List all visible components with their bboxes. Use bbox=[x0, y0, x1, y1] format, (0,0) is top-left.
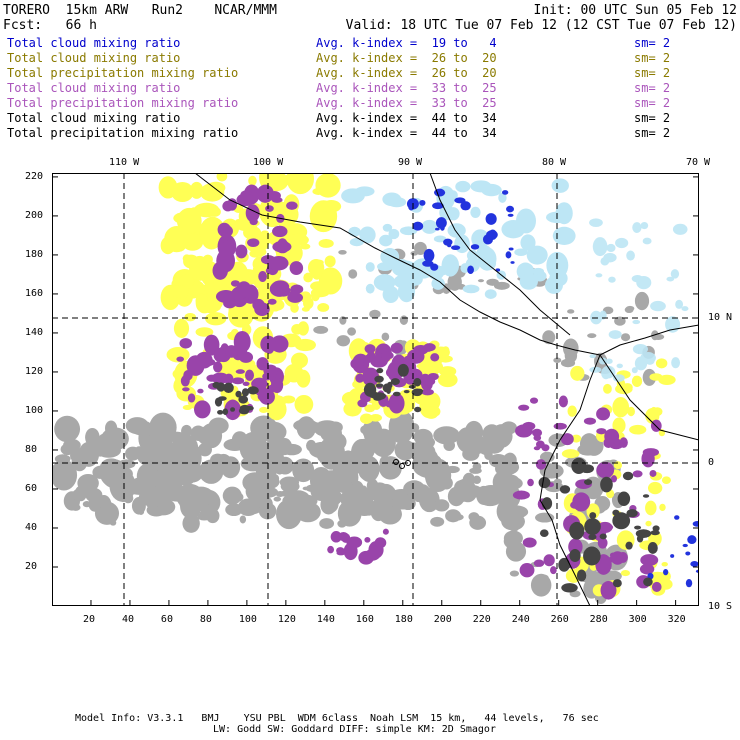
footer-model-info: Model Info: V3.3.1 BMJ YSU PBL WDM 6clas… bbox=[75, 713, 599, 724]
legend-sm-3: sm= 2 bbox=[634, 81, 671, 95]
x-tick-label-2: 60 bbox=[160, 614, 173, 625]
x-tick-label-10: 220 bbox=[472, 614, 491, 625]
legend-index-3: Avg. k-index = 33 to 25 bbox=[316, 81, 497, 95]
blue-east bbox=[647, 515, 699, 595]
legend-sm-0: sm= 2 bbox=[634, 36, 671, 50]
x-tick-label-15: 320 bbox=[667, 614, 686, 625]
y-tick-label-1: 40 bbox=[25, 521, 38, 533]
legend-field-6: Total precipitation mixing ratio bbox=[7, 126, 239, 140]
y-tick-label-3: 80 bbox=[25, 443, 38, 455]
y-tick-label-9: 200 bbox=[25, 209, 44, 221]
legend-index-4: Avg. k-index = 33 to 25 bbox=[316, 96, 497, 110]
header-forecast-hour: Fcst: 66 h bbox=[3, 18, 97, 33]
x-tick-label-3: 80 bbox=[199, 614, 212, 625]
footer-physics-info: LW: Godd SW: Goddard DIFF: simple KM: 2D… bbox=[213, 724, 496, 735]
dark-center bbox=[363, 363, 424, 413]
y-tick-label-6: 140 bbox=[25, 326, 44, 338]
x-tick-label-9: 200 bbox=[433, 614, 452, 625]
lightblue-north bbox=[341, 178, 576, 304]
x-tick-label-1: 40 bbox=[121, 614, 134, 625]
y-tick-label-8: 180 bbox=[25, 248, 44, 260]
y-tick-label-5: 120 bbox=[25, 365, 44, 377]
header-model-run: TORERO 15km ARW Run2 NCAR/MMM bbox=[3, 3, 277, 18]
lat-label-1: 0 bbox=[708, 457, 715, 468]
purple-mid bbox=[176, 330, 289, 421]
lon-label-0: 110 W bbox=[109, 157, 140, 168]
x-tick-label-14: 300 bbox=[628, 614, 647, 625]
coastline-2 bbox=[539, 354, 601, 606]
yellow-west bbox=[158, 173, 343, 328]
lon-label-3: 80 W bbox=[542, 157, 567, 168]
x-tick-label-6: 140 bbox=[316, 614, 335, 625]
lon-label-4: 70 W bbox=[686, 157, 711, 168]
x-tick-label-11: 240 bbox=[511, 614, 530, 625]
dark-west bbox=[212, 381, 259, 415]
coastlines bbox=[194, 173, 699, 606]
legend-field-3: Total cloud mixing ratio bbox=[7, 81, 181, 95]
x-tick-label-13: 280 bbox=[589, 614, 608, 625]
legend-index-5: Avg. k-index = 44 to 34 bbox=[316, 111, 497, 125]
x-tick-label-0: 20 bbox=[82, 614, 96, 625]
field-layer bbox=[52, 173, 699, 604]
gray-south-coast bbox=[501, 433, 628, 604]
coastline-3 bbox=[599, 324, 699, 356]
y-tick-label-10: 220 bbox=[25, 170, 44, 182]
legend-field-1: Total cloud mixing ratio bbox=[7, 51, 181, 65]
x-tick-label-7: 160 bbox=[355, 614, 374, 625]
x-tick-label-4: 100 bbox=[238, 614, 257, 625]
y-tick-label-2: 60 bbox=[25, 482, 38, 494]
purple-center bbox=[350, 342, 440, 414]
island-0 bbox=[393, 459, 399, 465]
purple-west bbox=[212, 184, 304, 316]
legend-field-2: Total precipitation mixing ratio bbox=[7, 66, 239, 80]
map-plot bbox=[52, 173, 699, 606]
x-tick-label-12: 260 bbox=[550, 614, 569, 625]
x-tick-label-5: 120 bbox=[277, 614, 296, 625]
dark-east bbox=[538, 457, 660, 593]
legend-field-0: Total cloud mixing ratio bbox=[7, 36, 181, 50]
y-tick-label-0: 20 bbox=[25, 560, 38, 572]
coastline-1 bbox=[429, 173, 571, 336]
map-panel bbox=[52, 173, 699, 606]
coastline-4 bbox=[599, 354, 699, 441]
x-tick-label-8: 180 bbox=[394, 614, 413, 625]
legend-field-5: Total cloud mixing ratio bbox=[7, 111, 181, 125]
legend-index-0: Avg. k-index = 19 to 4 bbox=[316, 36, 497, 50]
legend-index-1: Avg. k-index = 26 to 20 bbox=[316, 51, 497, 65]
blue-north bbox=[406, 188, 515, 275]
lightblue-east bbox=[589, 218, 689, 382]
latlon-dashed-lines bbox=[52, 173, 699, 606]
legend-field-4: Total precipitation mixing ratio bbox=[7, 96, 239, 110]
gray-band-low bbox=[100, 476, 487, 533]
legend-sm-2: sm= 2 bbox=[634, 66, 671, 80]
lat-label-2: 10 S bbox=[708, 601, 733, 612]
header-valid-time: Valid: 18 UTC Tue 07 Feb 12 (12 CST Tue … bbox=[345, 18, 737, 33]
purple-south bbox=[327, 528, 389, 565]
gray-scattered bbox=[313, 241, 556, 356]
lon-label-2: 90 W bbox=[398, 157, 423, 168]
legend-sm-6: sm= 2 bbox=[634, 126, 671, 140]
legend-sm-4: sm= 2 bbox=[634, 96, 671, 110]
lon-label-1: 100 W bbox=[253, 157, 284, 168]
legend-index-2: Avg. k-index = 26 to 20 bbox=[316, 66, 497, 80]
map-frame bbox=[52, 173, 699, 606]
y-tick-label-4: 100 bbox=[25, 404, 44, 416]
legend-sm-1: sm= 2 bbox=[634, 51, 671, 65]
legend-index-6: Avg. k-index = 44 to 34 bbox=[316, 126, 497, 140]
lat-label-0: 10 N bbox=[708, 312, 733, 323]
y-tick-label-7: 160 bbox=[25, 287, 44, 299]
header-init-time: Init: 00 UTC Sun 05 Feb 12 bbox=[533, 3, 738, 18]
legend-sm-5: sm= 2 bbox=[634, 111, 671, 125]
axis-ticks bbox=[52, 176, 699, 606]
coastline-0 bbox=[194, 173, 601, 356]
